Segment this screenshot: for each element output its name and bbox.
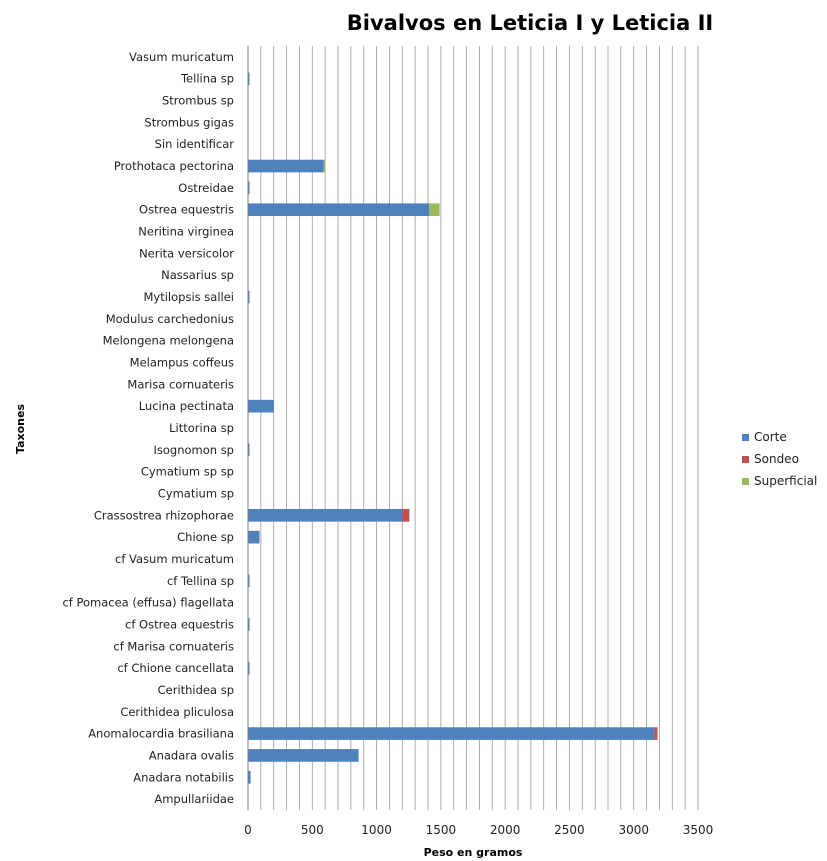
category-label: Tellina sp xyxy=(180,72,234,86)
legend-label: Superficial xyxy=(754,474,817,488)
bar-superficial xyxy=(429,203,440,217)
bar-corte xyxy=(248,159,324,173)
category-label: Anadara ovalis xyxy=(149,748,234,762)
category-label: Ampullariidae xyxy=(154,792,234,806)
x-tick-label: 3500 xyxy=(683,823,714,837)
category-label: Isognomon sp xyxy=(153,443,234,457)
category-label: Prothotaca pectorina xyxy=(114,159,234,173)
chart-title: Bivalvos en Leticia I y Leticia II xyxy=(347,11,713,35)
bar-corte xyxy=(248,203,430,217)
x-tick-label: 3000 xyxy=(618,823,649,837)
bar-corte xyxy=(248,727,655,740)
bar-corte xyxy=(248,661,250,675)
bars xyxy=(248,72,658,784)
category-label: cf Ostrea equestris xyxy=(125,617,234,631)
legend-swatch xyxy=(742,456,749,463)
category-label: Nerita versicolor xyxy=(139,246,234,260)
bar-corte xyxy=(248,574,250,588)
legend-swatch xyxy=(742,478,749,485)
x-tick-label: 1000 xyxy=(361,823,392,837)
legend-label: Sondeo xyxy=(754,452,799,466)
category-label: Neritina virginea xyxy=(138,225,234,239)
category-label: Marisa cornuateris xyxy=(127,377,234,391)
x-axis-title: Peso en gramos xyxy=(424,846,523,859)
legend: Corte Sondeo Superficial xyxy=(742,430,817,488)
category-label: Anomalocardia brasiliana xyxy=(88,727,234,741)
category-label: Strombus gigas xyxy=(144,115,234,129)
category-label: cf Marisa cornuateris xyxy=(113,639,234,653)
category-labels: Vasum muricatum Tellina sp Strombus sp Stro… xyxy=(62,50,234,806)
category-label: Mytilopsis sallei xyxy=(144,290,235,304)
y-axis-title: Taxones xyxy=(14,404,27,454)
category-label: Lucina pectinata xyxy=(139,399,234,413)
bar-corte xyxy=(248,290,250,304)
category-label: Modulus carchedonius xyxy=(106,312,234,326)
category-label: Cymatium sp xyxy=(158,486,234,500)
category-label: Littorina sp xyxy=(169,421,234,435)
category-label: Melampus coffeus xyxy=(130,356,234,370)
bar-corte xyxy=(248,749,359,762)
category-label: Nassarius sp xyxy=(161,268,234,282)
legend-label: Corte xyxy=(754,430,787,444)
bar-corte xyxy=(248,508,403,522)
category-label: Vasum muricatum xyxy=(129,50,234,64)
category-label: Ostrea equestris xyxy=(139,203,234,217)
category-label: cf Vasum muricatum xyxy=(115,552,234,566)
bar-corte xyxy=(248,443,250,457)
grid-lines xyxy=(260,46,699,810)
category-label: Crassostrea rhizophorae xyxy=(94,508,234,522)
bar-corte xyxy=(248,181,250,195)
bar-corte xyxy=(248,530,260,544)
legend-swatch xyxy=(742,434,749,441)
category-label: Cerithidea sp xyxy=(158,683,234,697)
bar-corte xyxy=(248,770,251,784)
category-label: Cerithidea pliculosa xyxy=(120,705,234,719)
category-label: cf Tellina sp xyxy=(167,574,234,588)
x-tick-label: 2500 xyxy=(554,823,585,837)
category-label: Melongena melongena xyxy=(103,334,234,348)
bar-corte xyxy=(248,72,250,86)
bar-superficial xyxy=(323,159,326,173)
bar-corte xyxy=(248,618,250,631)
x-tick-label: 500 xyxy=(301,823,324,837)
bar-sondeo xyxy=(402,508,410,522)
bar-sondeo xyxy=(654,727,658,740)
category-label: Chione sp xyxy=(177,530,234,544)
category-label: Sin identificar xyxy=(155,137,235,151)
x-tick-labels: 0 500 1000 1500 2000 2500 3000 3500 xyxy=(244,823,713,837)
category-label: Anadara notabilis xyxy=(133,770,234,784)
category-label: Ostreidae xyxy=(178,181,234,195)
x-tick-label: 0 xyxy=(244,823,252,837)
bar-corte xyxy=(248,399,274,413)
x-tick-label: 2000 xyxy=(490,823,521,837)
category-label: cf Chione cancellata xyxy=(117,661,234,675)
category-label: Cymatium sp sp xyxy=(141,465,234,479)
category-label: Strombus sp xyxy=(162,94,234,108)
category-label: cf Pomacea (effusa) flagellata xyxy=(62,596,234,610)
x-tick-label: 1500 xyxy=(426,823,457,837)
